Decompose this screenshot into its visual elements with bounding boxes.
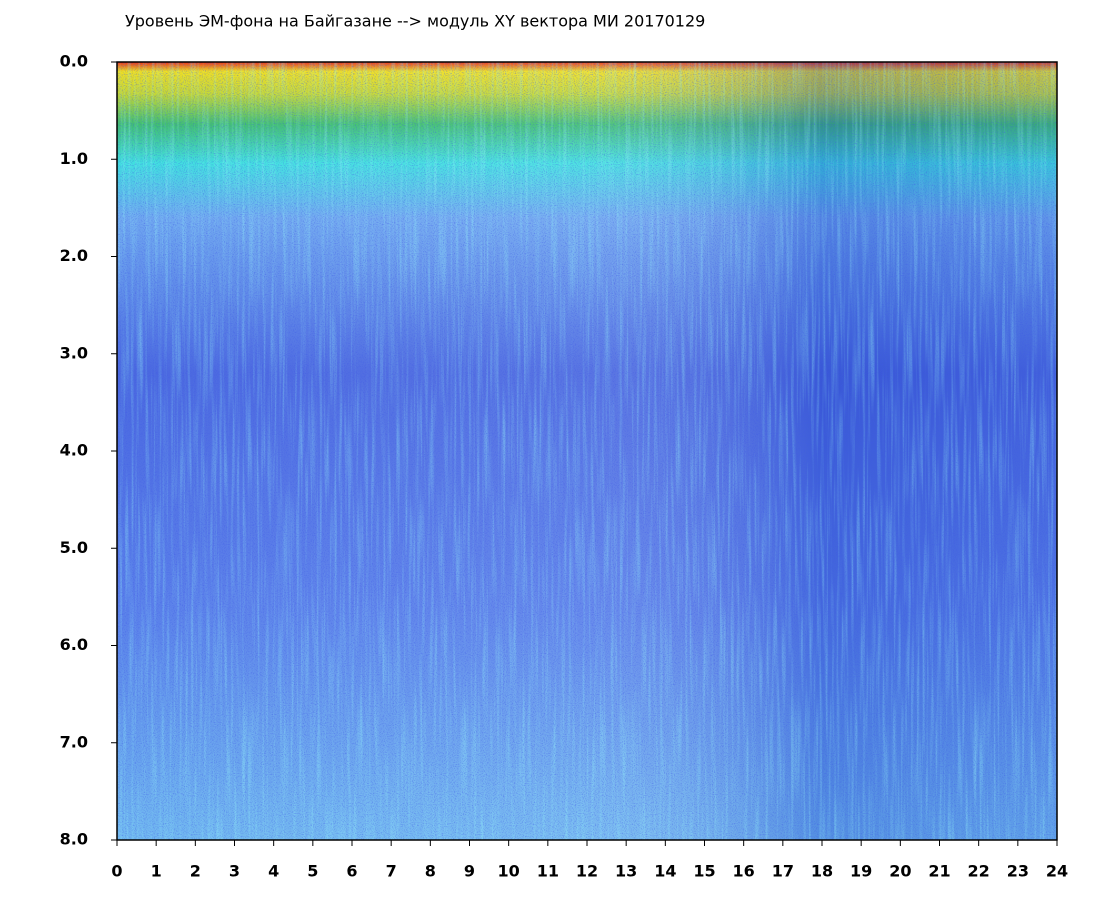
x-tick-label: 15 xyxy=(693,862,715,881)
x-tick-label: 14 xyxy=(654,862,676,881)
x-tick-label: 20 xyxy=(889,862,911,881)
y-tick-label: 0.0 xyxy=(60,52,88,71)
x-tick-label: 2 xyxy=(190,862,201,881)
x-tick-label: 7 xyxy=(386,862,397,881)
y-tick-label: 2.0 xyxy=(60,246,88,265)
x-tick-label: 18 xyxy=(811,862,833,881)
x-tick-label: 16 xyxy=(733,862,755,881)
heatmap xyxy=(117,62,1057,840)
y-tick-label: 4.0 xyxy=(60,441,88,460)
x-tick-label: 24 xyxy=(1046,862,1068,881)
x-tick-label: 17 xyxy=(772,862,794,881)
y-tick-label: 1.0 xyxy=(60,149,88,168)
x-tick-label: 19 xyxy=(850,862,872,881)
y-tick-label: 6.0 xyxy=(60,635,88,654)
x-tick-label: 9 xyxy=(464,862,475,881)
x-tick-label: 4 xyxy=(268,862,279,881)
x-tick-label: 5 xyxy=(307,862,318,881)
x-tick-label: 23 xyxy=(1007,862,1029,881)
y-tick-label: 3.0 xyxy=(60,343,88,362)
heatmap-speckle xyxy=(117,62,1057,840)
chart-title: Уровень ЭМ-фона на Байгазане --> модуль … xyxy=(125,12,705,31)
x-tick-label: 6 xyxy=(346,862,357,881)
x-tick-label: 3 xyxy=(229,862,240,881)
x-tick-label: 22 xyxy=(968,862,990,881)
x-tick-label: 0 xyxy=(111,862,122,881)
x-tick-label: 12 xyxy=(576,862,598,881)
y-tick-label: 5.0 xyxy=(60,538,88,557)
x-tick-label: 10 xyxy=(498,862,520,881)
y-tick-label: 7.0 xyxy=(60,732,88,751)
x-tick-label: 13 xyxy=(615,862,637,881)
x-tick-label: 21 xyxy=(928,862,950,881)
y-tick-label: 8.0 xyxy=(60,830,88,849)
x-tick-label: 1 xyxy=(151,862,162,881)
x-tick-label: 8 xyxy=(425,862,436,881)
x-tick-label: 11 xyxy=(537,862,559,881)
